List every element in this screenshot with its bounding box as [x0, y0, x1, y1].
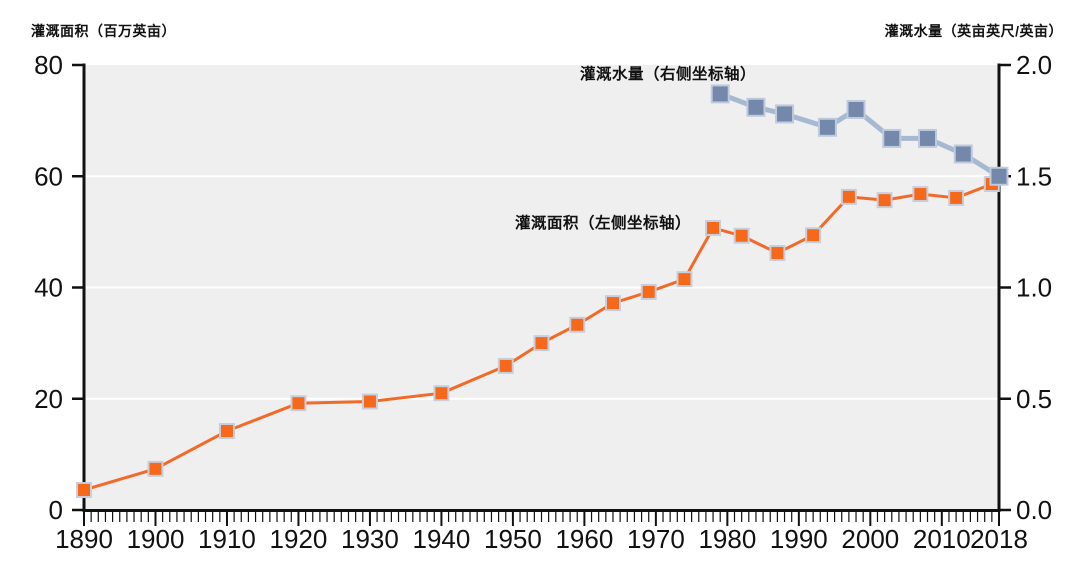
series-area-marker [705, 219, 722, 236]
y-left-tick-label: 40 [34, 273, 63, 303]
series-area-marker [805, 227, 822, 244]
series-area-marker [533, 335, 550, 352]
y-left-tick-label: 20 [34, 384, 63, 414]
right-axis-title: 灌溉水量（英亩英尺/英亩） [884, 23, 1063, 39]
y-left-tick-label: 60 [34, 161, 63, 191]
series-area-marker [769, 245, 786, 262]
series-area-marker [433, 385, 450, 402]
series-label-water: 灌溉水量（右侧坐标轴） [579, 66, 757, 83]
x-tick-label: 1950 [484, 524, 542, 554]
x-tick-label: 1960 [555, 524, 613, 554]
series-label-area: 灌溉面积（左侧坐标轴） [514, 215, 692, 232]
series-area-marker [497, 357, 514, 374]
y-left-tick-label: 80 [34, 50, 63, 80]
x-tick-label: 1940 [413, 524, 471, 554]
series-area-marker [569, 316, 586, 333]
series-area-marker [361, 393, 378, 410]
x-tick-label: 2010 [913, 524, 971, 554]
x-tick-label: 1980 [698, 524, 756, 554]
series-water-marker [817, 117, 837, 137]
x-tick-label: 1890 [55, 524, 113, 554]
y-left-tick-label: 0 [49, 495, 63, 525]
x-tick-label: 2018 [970, 524, 1028, 554]
left-axis-title: 灌溉面积（百万英亩） [31, 23, 176, 39]
series-water-marker [882, 128, 902, 148]
y-right-tick-label: 0.5 [1016, 384, 1052, 414]
series-area-marker [290, 395, 307, 412]
series-area-marker [676, 271, 693, 288]
series-area-marker [912, 186, 929, 203]
series-area-marker [76, 481, 92, 498]
y-right-tick-label: 0.0 [1016, 495, 1052, 525]
series-area-marker [876, 192, 893, 209]
y-right-tick-label: 1.0 [1016, 273, 1052, 303]
series-area-marker [604, 295, 621, 312]
series-area-marker [147, 460, 164, 477]
x-tick-label: 1930 [341, 524, 399, 554]
series-area-marker [948, 189, 965, 206]
series-water-marker [989, 166, 1009, 186]
series-water-marker [775, 104, 795, 124]
x-tick-label: 1970 [627, 524, 685, 554]
x-tick-label: 1910 [198, 524, 256, 554]
x-tick-label: 1920 [270, 524, 328, 554]
series-area-marker [640, 283, 657, 300]
series-water-marker [846, 100, 866, 119]
series-water-marker [710, 84, 730, 104]
y-right-tick-label: 2.0 [1016, 50, 1052, 80]
x-tick-label: 1900 [127, 524, 185, 554]
y-right-tick-label: 1.5 [1016, 161, 1052, 191]
series-area-marker [218, 423, 235, 440]
x-tick-label: 1990 [770, 524, 828, 554]
series-water-marker [918, 128, 938, 148]
series-water-marker [953, 144, 973, 164]
x-tick-label: 2000 [841, 524, 899, 554]
series-area-marker [840, 188, 857, 205]
series-area-marker [733, 227, 750, 244]
series-water-marker [746, 97, 766, 117]
